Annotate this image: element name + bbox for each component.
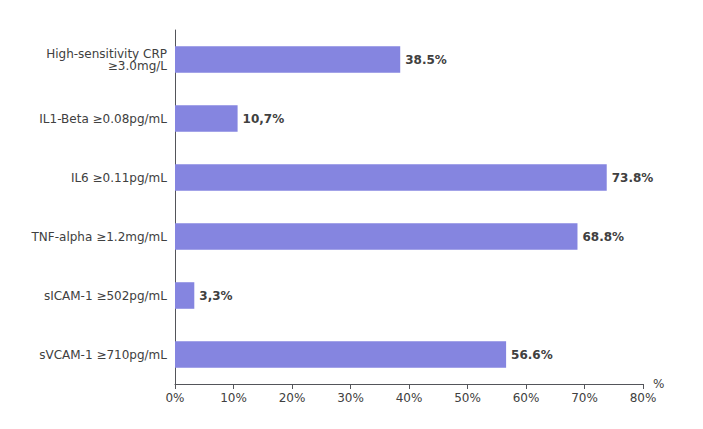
svg-text:0%: 0%: [165, 391, 184, 405]
svg-text:sICAM-1 ≥502pg/mL: sICAM-1 ≥502pg/mL: [44, 289, 167, 303]
svg-text:56.6%: 56.6%: [511, 348, 553, 362]
svg-text:73.8%: 73.8%: [612, 171, 654, 185]
svg-text:High-sensitivity CRP: High-sensitivity CRP: [46, 46, 167, 61]
svg-text:TNF-alpha ≥1.2mg/mL: TNF-alpha ≥1.2mg/mL: [31, 230, 168, 244]
svg-text:68.8%: 68.8%: [582, 230, 624, 244]
svg-text:20%: 20%: [279, 391, 306, 405]
svg-text:10%: 10%: [220, 391, 247, 405]
svg-text:50%: 50%: [454, 391, 481, 405]
svg-text:38.5%: 38.5%: [405, 53, 447, 67]
svg-text:sVCAM-1 ≥710pg/mL: sVCAM-1 ≥710pg/mL: [39, 348, 167, 362]
svg-text:%: %: [653, 377, 664, 391]
svg-text:60%: 60%: [513, 391, 540, 405]
svg-text:10,7%: 10,7%: [243, 112, 285, 126]
svg-text:40%: 40%: [396, 391, 423, 405]
svg-text:3,3%: 3,3%: [199, 289, 232, 303]
svg-text:80%: 80%: [630, 391, 657, 405]
svg-text:70%: 70%: [571, 391, 598, 405]
svg-text:IL6 ≥0.11pg/mL: IL6 ≥0.11pg/mL: [71, 171, 167, 185]
svg-text:≥3.0mg/L: ≥3.0mg/L: [108, 59, 167, 73]
svg-text:30%: 30%: [337, 391, 364, 405]
svg-text:IL1-Beta ≥0.08pg/mL: IL1-Beta ≥0.08pg/mL: [39, 112, 167, 126]
